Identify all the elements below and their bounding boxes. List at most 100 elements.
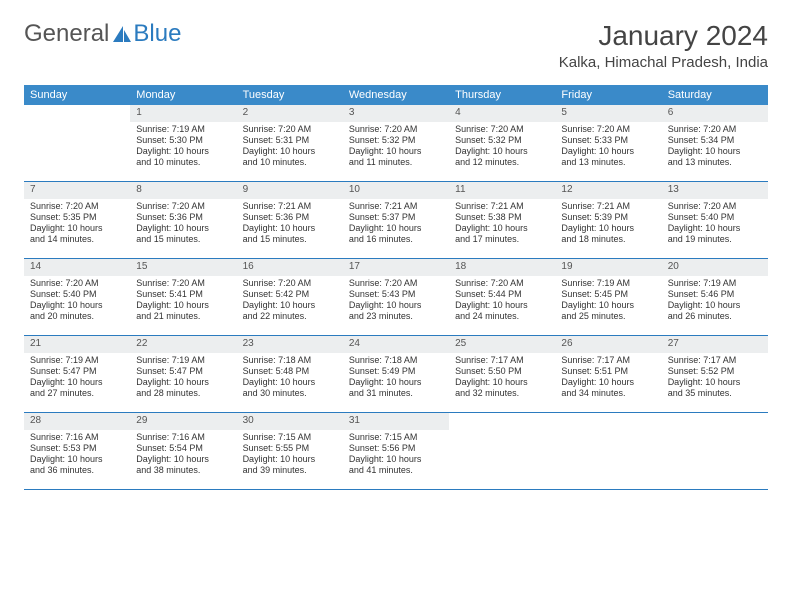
day-line: and 19 minutes. <box>668 234 762 245</box>
dayname: Thursday <box>449 85 555 105</box>
day-line: Daylight: 10 hours <box>349 300 443 311</box>
logo: General Blue <box>24 20 181 48</box>
day-line: Daylight: 10 hours <box>136 146 230 157</box>
day-line: Daylight: 10 hours <box>30 300 124 311</box>
day-line: and 25 minutes. <box>561 311 655 322</box>
page-title: January 2024 <box>559 20 768 52</box>
day-line: and 12 minutes. <box>455 157 549 168</box>
day-line: Daylight: 10 hours <box>349 377 443 388</box>
day-line: and 13 minutes. <box>668 157 762 168</box>
day-line: and 10 minutes. <box>136 157 230 168</box>
day-line: Sunset: 5:53 PM <box>30 443 124 454</box>
day-body: Sunrise: 7:20 AMSunset: 5:40 PMDaylight:… <box>662 199 768 250</box>
calendar: SundayMondayTuesdayWednesdayThursdayFrid… <box>24 85 768 490</box>
day-line: Sunrise: 7:20 AM <box>30 278 124 289</box>
day-body: Sunrise: 7:20 AMSunset: 5:32 PMDaylight:… <box>343 122 449 173</box>
day-body: Sunrise: 7:17 AMSunset: 5:50 PMDaylight:… <box>449 353 555 404</box>
day-cell: 18Sunrise: 7:20 AMSunset: 5:44 PMDayligh… <box>449 259 555 335</box>
day-line: Daylight: 10 hours <box>349 223 443 234</box>
day-body: Sunrise: 7:20 AMSunset: 5:43 PMDaylight:… <box>343 276 449 327</box>
day-line: Sunrise: 7:20 AM <box>561 124 655 135</box>
day-line: Sunrise: 7:17 AM <box>455 355 549 366</box>
day-line: Sunset: 5:38 PM <box>455 212 549 223</box>
day-body: Sunrise: 7:19 AMSunset: 5:47 PMDaylight:… <box>130 353 236 404</box>
day-line: Sunset: 5:31 PM <box>243 135 337 146</box>
day-line: and 35 minutes. <box>668 388 762 399</box>
day-line: Daylight: 10 hours <box>561 223 655 234</box>
location-text: Kalka, Himachal Pradesh, India <box>559 54 768 71</box>
day-line: Sunrise: 7:21 AM <box>561 201 655 212</box>
day-number: 24 <box>343 336 449 353</box>
day-line: Sunrise: 7:20 AM <box>243 278 337 289</box>
day-number: 28 <box>24 413 130 430</box>
day-cell: 1Sunrise: 7:19 AMSunset: 5:30 PMDaylight… <box>130 105 236 181</box>
day-line: and 31 minutes. <box>349 388 443 399</box>
week-row: 28Sunrise: 7:16 AMSunset: 5:53 PMDayligh… <box>24 413 768 490</box>
day-line: and 15 minutes. <box>136 234 230 245</box>
day-line: Sunrise: 7:20 AM <box>455 124 549 135</box>
day-line: Sunrise: 7:20 AM <box>136 201 230 212</box>
day-line: Sunrise: 7:17 AM <box>561 355 655 366</box>
day-line: Daylight: 10 hours <box>30 377 124 388</box>
day-line: Sunset: 5:40 PM <box>30 289 124 300</box>
day-cell: 6Sunrise: 7:20 AMSunset: 5:34 PMDaylight… <box>662 105 768 181</box>
day-number: 13 <box>662 182 768 199</box>
day-line: Sunrise: 7:20 AM <box>243 124 337 135</box>
day-body: Sunrise: 7:16 AMSunset: 5:54 PMDaylight:… <box>130 430 236 481</box>
day-line: and 27 minutes. <box>30 388 124 399</box>
day-number: 30 <box>237 413 343 430</box>
day-line: and 11 minutes. <box>349 157 443 168</box>
day-number: 7 <box>24 182 130 199</box>
day-line: Sunset: 5:39 PM <box>561 212 655 223</box>
day-line: Sunset: 5:34 PM <box>668 135 762 146</box>
title-block: January 2024 Kalka, Himachal Pradesh, In… <box>559 20 768 71</box>
day-line: and 17 minutes. <box>455 234 549 245</box>
day-number: 20 <box>662 259 768 276</box>
day-number: 29 <box>130 413 236 430</box>
day-body: Sunrise: 7:15 AMSunset: 5:56 PMDaylight:… <box>343 430 449 481</box>
day-line: Sunrise: 7:21 AM <box>243 201 337 212</box>
day-number: 19 <box>555 259 661 276</box>
day-line: Daylight: 10 hours <box>136 377 230 388</box>
day-line: and 22 minutes. <box>243 311 337 322</box>
day-cell: 13Sunrise: 7:20 AMSunset: 5:40 PMDayligh… <box>662 182 768 258</box>
logo-text-general: General <box>24 20 109 48</box>
day-number: 11 <box>449 182 555 199</box>
day-line: and 14 minutes. <box>30 234 124 245</box>
day-line: Sunset: 5:42 PM <box>243 289 337 300</box>
day-line: Daylight: 10 hours <box>668 146 762 157</box>
day-line: Daylight: 10 hours <box>243 454 337 465</box>
day-line: and 36 minutes. <box>30 465 124 476</box>
day-body: Sunrise: 7:16 AMSunset: 5:53 PMDaylight:… <box>24 430 130 481</box>
day-line: Sunset: 5:45 PM <box>561 289 655 300</box>
day-cell: 8Sunrise: 7:20 AMSunset: 5:36 PMDaylight… <box>130 182 236 258</box>
week-row: 21Sunrise: 7:19 AMSunset: 5:47 PMDayligh… <box>24 336 768 413</box>
day-line: Daylight: 10 hours <box>243 377 337 388</box>
day-line: and 20 minutes. <box>30 311 124 322</box>
dayname: Sunday <box>24 85 130 105</box>
day-number: 4 <box>449 105 555 122</box>
day-line: Sunrise: 7:15 AM <box>349 432 443 443</box>
day-line: Sunrise: 7:20 AM <box>668 201 762 212</box>
day-number: 16 <box>237 259 343 276</box>
day-line: Daylight: 10 hours <box>243 223 337 234</box>
day-number: 23 <box>237 336 343 353</box>
day-line: Sunrise: 7:16 AM <box>30 432 124 443</box>
day-cell: 3Sunrise: 7:20 AMSunset: 5:32 PMDaylight… <box>343 105 449 181</box>
day-cell: 24Sunrise: 7:18 AMSunset: 5:49 PMDayligh… <box>343 336 449 412</box>
day-line: and 34 minutes. <box>561 388 655 399</box>
day-line: Sunrise: 7:18 AM <box>349 355 443 366</box>
day-line: Sunset: 5:30 PM <box>136 135 230 146</box>
day-line: and 30 minutes. <box>243 388 337 399</box>
day-line: Sunset: 5:44 PM <box>455 289 549 300</box>
day-line: and 10 minutes. <box>243 157 337 168</box>
day-line: Daylight: 10 hours <box>455 300 549 311</box>
day-line: and 26 minutes. <box>668 311 762 322</box>
day-line: Sunset: 5:47 PM <box>30 366 124 377</box>
day-line: Sunrise: 7:20 AM <box>349 124 443 135</box>
day-line: Sunrise: 7:19 AM <box>561 278 655 289</box>
day-line: Daylight: 10 hours <box>30 454 124 465</box>
day-line: Daylight: 10 hours <box>136 454 230 465</box>
logo-text-blue: Blue <box>133 20 181 48</box>
day-body: Sunrise: 7:21 AMSunset: 5:39 PMDaylight:… <box>555 199 661 250</box>
